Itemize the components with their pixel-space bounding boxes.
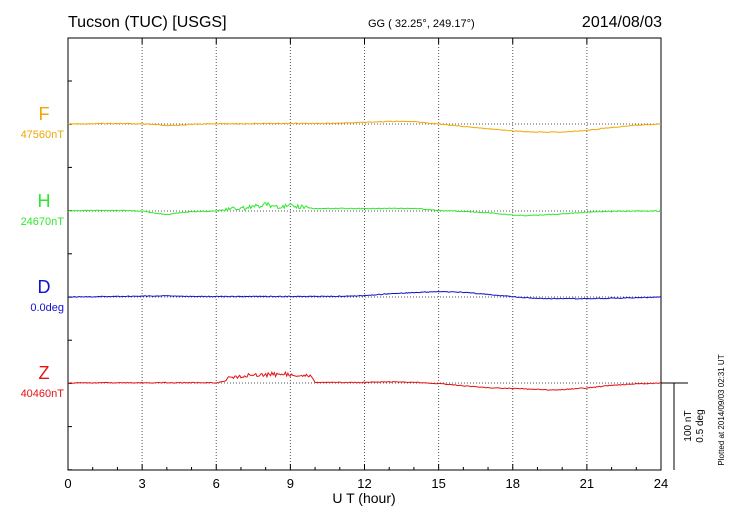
- series-baseline-f: 47560nT: [21, 129, 65, 141]
- x-tick-label: 24: [654, 476, 668, 491]
- series-labels: F 47560nT H 24670nT D 0.0deg Z 40460nT: [21, 104, 65, 400]
- series-name-d: D: [38, 277, 51, 297]
- station-title: Tucson (TUC) [USGS]: [68, 14, 227, 31]
- series-name-z: Z: [39, 363, 50, 383]
- x-tick-label: 18: [506, 476, 520, 491]
- series-baseline-h: 24670nT: [21, 216, 65, 228]
- x-tick-label: 21: [580, 476, 594, 491]
- plotted-at-note: Plotted at 2014/09/03 02:31 UT: [717, 354, 726, 465]
- series-name-h: H: [38, 191, 51, 211]
- x-tick-label: 12: [357, 476, 371, 491]
- x-axis-label: U T (hour): [332, 490, 395, 506]
- series-baseline-d: 0.0deg: [30, 302, 64, 314]
- series-name-f: F: [39, 104, 50, 124]
- x-tick-label: 6: [213, 476, 220, 491]
- date-label: 2014/08/03: [582, 14, 662, 31]
- series-group: [67, 120, 662, 391]
- coords-label: GG ( 32.25°, 249.17°): [368, 18, 475, 30]
- x-tick-label: 9: [287, 476, 294, 491]
- series-baseline-z: 40460nT: [21, 388, 65, 400]
- x-tick-label: 3: [139, 476, 146, 491]
- series-line-d: [67, 290, 662, 300]
- series-line-h: [67, 201, 662, 217]
- grid: [68, 38, 661, 470]
- series-line-f: [67, 120, 662, 134]
- x-tick-label: 0: [64, 476, 71, 491]
- series-line-z: [67, 370, 662, 391]
- scale-nt-label: 100 nT: [683, 410, 694, 441]
- axis-ticks: 0 3 6 9 12 15 18 21 24: [64, 38, 668, 491]
- scale-deg-label: 0.5 deg: [695, 409, 706, 442]
- x-tick-label: 15: [431, 476, 445, 491]
